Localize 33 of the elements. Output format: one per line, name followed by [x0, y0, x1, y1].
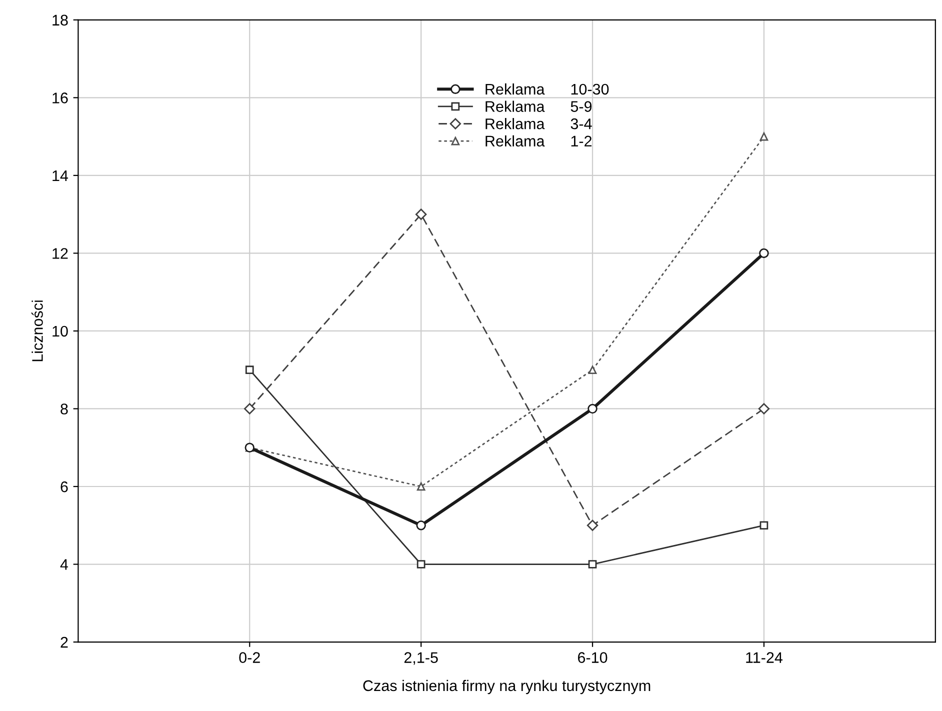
- point: [760, 521, 768, 530]
- y-tick-label: 2: [60, 636, 68, 648]
- x-tick-label: 6-10: [578, 652, 608, 663]
- legend-label: Reklama 5-9: [486, 100, 592, 112]
- point: [416, 560, 426, 568]
- y-tick-label: 14: [52, 170, 68, 181]
- point: [245, 366, 254, 374]
- y-tick-label: 4: [60, 559, 68, 570]
- x-tick-label: 11-24: [746, 652, 782, 663]
- point: [758, 403, 770, 414]
- x-tick-label: 0-2: [239, 652, 260, 663]
- point: [416, 520, 426, 530]
- point: [415, 208, 427, 220]
- point: [588, 404, 598, 414]
- legend-label: Reklama 1-2: [486, 135, 592, 147]
- y-tick-label: 16: [52, 92, 68, 104]
- x-axis-title: Czas istnienia firmy na rynku turystycznym: [363, 680, 650, 694]
- y-tick-label: 18: [52, 14, 68, 26]
- y-tick-label: 12: [52, 248, 68, 259]
- legend-label: Reklama 10-30: [486, 83, 609, 95]
- point: [416, 482, 426, 491]
- point: [588, 366, 597, 374]
- y-tick-label: 8: [60, 404, 68, 414]
- legend-label: Reklama 3-4: [486, 118, 592, 130]
- point: [760, 132, 768, 141]
- y-axis-title: Liczności: [31, 300, 43, 362]
- point: [244, 403, 256, 414]
- point: [588, 560, 597, 568]
- y-tick-label: 10: [52, 326, 68, 337]
- point: [586, 520, 598, 531]
- y-tick-label: 6: [60, 481, 68, 492]
- x-tick-label: 2,1-5: [404, 652, 438, 665]
- point: [759, 248, 769, 258]
